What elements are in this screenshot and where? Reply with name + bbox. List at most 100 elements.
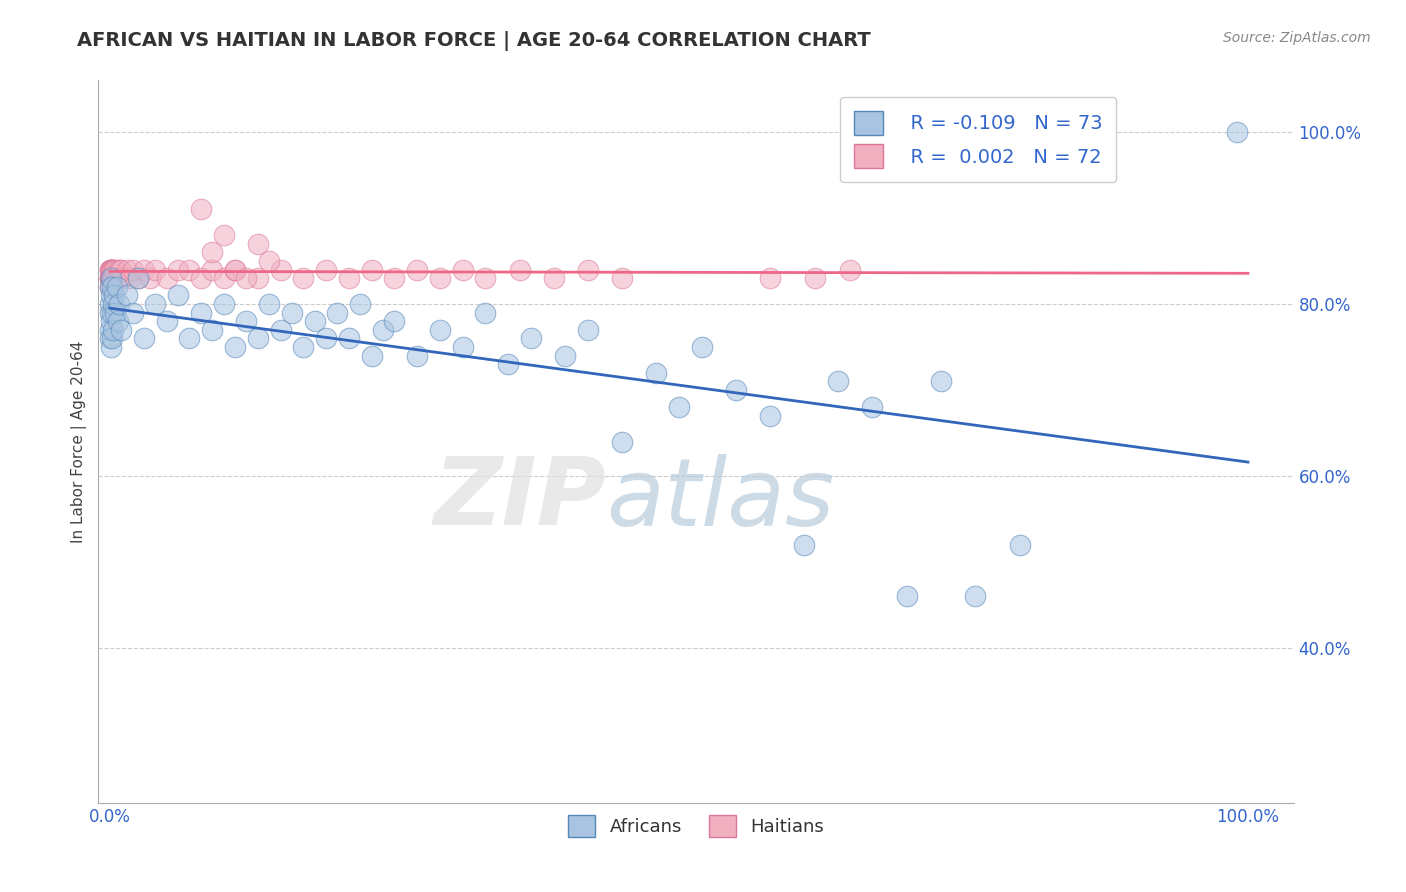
Point [100,271,122,285]
Point [100,262,122,277]
Point [224,262,246,277]
Point [100,271,122,285]
Point [112,271,135,285]
Point [201,245,224,260]
Point [474,305,496,319]
Point [645,366,668,380]
Point [110,262,132,277]
Point [1010,538,1032,552]
Point [337,331,360,345]
Legend: Africans, Haitians: Africans, Haitians [561,808,831,845]
Point [451,262,474,277]
Point [246,331,269,345]
Point [101,305,124,319]
Point [120,271,142,285]
Point [100,262,122,277]
Point [127,271,149,285]
Point [103,271,125,285]
Point [576,323,599,337]
Point [104,305,127,319]
Point [98,271,121,285]
Point [179,331,201,345]
Point [115,262,138,277]
Point [315,331,337,345]
Point [270,323,292,337]
Point [212,297,235,311]
Point [190,305,212,319]
Point [235,314,257,328]
Text: atlas: atlas [606,454,835,545]
Point [554,349,576,363]
Point [98,262,121,277]
Point [212,271,235,285]
Point [759,271,782,285]
Point [520,331,543,345]
Point [121,305,143,319]
Point [292,271,315,285]
Point [201,262,224,277]
Point [143,262,166,277]
Point [98,271,121,285]
Point [103,262,125,277]
Point [576,262,599,277]
Point [257,297,280,311]
Point [167,288,190,302]
Point [474,271,496,285]
Point [235,271,257,285]
Point [100,314,122,328]
Point [98,323,121,337]
Text: ZIP: ZIP [433,453,606,545]
Point [963,590,986,604]
Point [724,383,747,397]
Point [224,262,246,277]
Point [98,297,121,311]
Point [246,236,269,251]
Point [1226,125,1249,139]
Point [201,323,224,337]
Point [371,323,394,337]
Point [156,314,179,328]
Point [101,262,124,277]
Point [101,279,124,293]
Point [103,262,125,277]
Point [212,228,235,243]
Point [143,297,166,311]
Point [190,202,212,217]
Point [690,340,713,354]
Point [101,331,124,345]
Point [246,271,269,285]
Point [759,409,782,423]
Point [382,314,405,328]
Point [509,262,531,277]
Point [107,262,129,277]
Point [179,262,201,277]
Point [98,331,121,345]
Point [429,323,451,337]
Point [929,375,952,389]
Point [406,262,429,277]
Point [103,271,125,285]
Point [281,305,304,319]
Point [110,323,132,337]
Point [838,262,860,277]
Point [100,340,122,354]
Point [105,271,128,285]
Point [304,314,326,328]
Point [360,349,382,363]
Point [132,331,155,345]
Point [107,314,129,328]
Point [668,400,690,414]
Point [382,271,405,285]
Point [337,271,360,285]
Point [98,305,121,319]
Point [451,340,474,354]
Point [429,271,451,285]
Point [138,271,160,285]
Point [156,271,179,285]
Point [101,271,124,285]
Point [103,271,125,285]
Point [326,305,349,319]
Point [610,434,633,449]
Point [100,271,122,285]
Point [270,262,292,277]
